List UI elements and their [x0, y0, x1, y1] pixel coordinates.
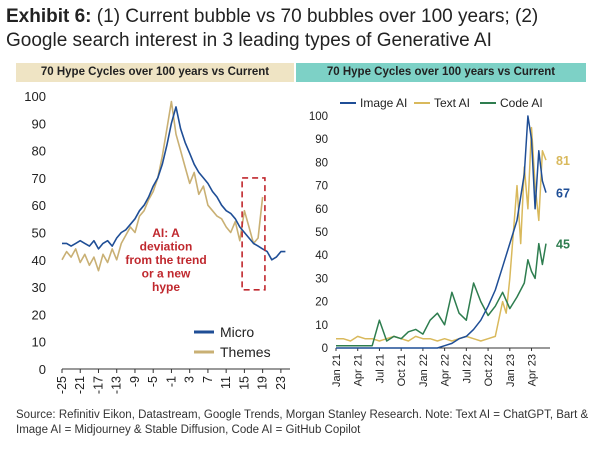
y-tick-label: 0 [39, 362, 46, 377]
y-tick-label: 10 [315, 320, 328, 332]
legend-label-micro: Micro [220, 324, 254, 340]
x-tick-label: Apr 21 [353, 354, 365, 386]
exhibit-label: Exhibit 6: [6, 6, 92, 27]
x-tick-label: -25 [55, 376, 69, 394]
x-tick-label: Jan 23 [505, 354, 517, 387]
legend-label-code-ai: Code AI [500, 96, 543, 110]
x-tick-label: 7 [201, 376, 215, 383]
series-line-micro [62, 106, 286, 261]
series-line-text-ai [336, 126, 547, 342]
x-tick-label: Jan 22 [418, 354, 430, 387]
y-tick-label: 80 [315, 157, 328, 169]
y-tick-label: 70 [315, 181, 328, 193]
y-tick-label: 60 [32, 198, 46, 213]
y-tick-label: 30 [32, 280, 46, 295]
y-tick-label: 100 [309, 111, 328, 123]
end-label-image-ai: 67 [556, 187, 570, 201]
y-tick-label: 60 [315, 204, 328, 216]
end-label-text-ai: 81 [556, 154, 570, 168]
x-tick-label: 3 [183, 376, 197, 383]
series-line-code-ai [336, 242, 547, 347]
y-tick-label: 100 [24, 89, 46, 104]
x-tick-label: 19 [256, 376, 270, 390]
series-line-themes [61, 100, 264, 272]
x-tick-label: Oct 21 [396, 354, 408, 386]
x-tick-label: -17 [91, 376, 105, 394]
legend-label-themes: Themes [220, 344, 271, 360]
x-tick-label: Jul 21 [374, 354, 386, 383]
left-panel-banner: 70 Hype Cycles over 100 years vs Current [16, 63, 294, 82]
x-tick-label: 11 [219, 376, 233, 389]
y-tick-label: 0 [322, 343, 328, 355]
y-tick-label: 40 [315, 250, 328, 262]
y-tick-label: 40 [32, 253, 46, 268]
exhibit-title: Exhibit 6: (1) Current bubble vs 70 bubb… [6, 5, 596, 53]
x-tick-label: -1 [164, 376, 178, 387]
right-panel-banner: 70 Hype Cycles over 100 years vs Current [296, 63, 586, 82]
y-tick-label: 10 [32, 335, 46, 350]
x-tick-label: Jan 21 [331, 354, 343, 387]
x-tick-label: -21 [73, 376, 87, 394]
y-tick-label: 20 [32, 307, 46, 322]
y-tick-label: 90 [32, 116, 46, 131]
y-tick-label: 80 [32, 144, 46, 159]
x-tick-label: Oct 22 [483, 354, 495, 386]
x-tick-label: 15 [237, 376, 251, 390]
series-line-image-ai [336, 115, 547, 349]
y-tick-label: 20 [315, 297, 328, 309]
x-tick-label: Apr 23 [527, 354, 539, 386]
exhibit-title-text: (1) Current bubble vs 70 bubbles over 10… [6, 6, 539, 51]
y-tick-label: 50 [315, 227, 328, 239]
y-tick-label: 90 [315, 134, 328, 146]
x-tick-label: Apr 22 [440, 354, 452, 386]
genai-search-chart: 0 10 20 30 40 50 60 70 80 90 100 Jan 21 Apr 21 Jul 21… [309, 96, 570, 387]
y-tick-label: 30 [315, 273, 328, 285]
x-tick-label: -9 [128, 376, 142, 387]
annotation-box [241, 177, 266, 291]
y-tick-label: 70 [32, 171, 46, 186]
x-tick-label: -13 [110, 376, 124, 394]
legend-label-image-ai: Image AI [360, 96, 407, 110]
end-label-code-ai: 45 [556, 238, 570, 252]
source-note: Source: Refinitiv Eikon, Datastream, Goo… [16, 409, 589, 436]
legend-label-text-ai: Text AI [434, 96, 470, 110]
y-tick-label: 50 [32, 226, 46, 241]
x-tick-label: Jul 22 [461, 354, 473, 383]
x-tick-label: 23 [274, 376, 288, 390]
x-tick-label: -5 [146, 376, 160, 387]
